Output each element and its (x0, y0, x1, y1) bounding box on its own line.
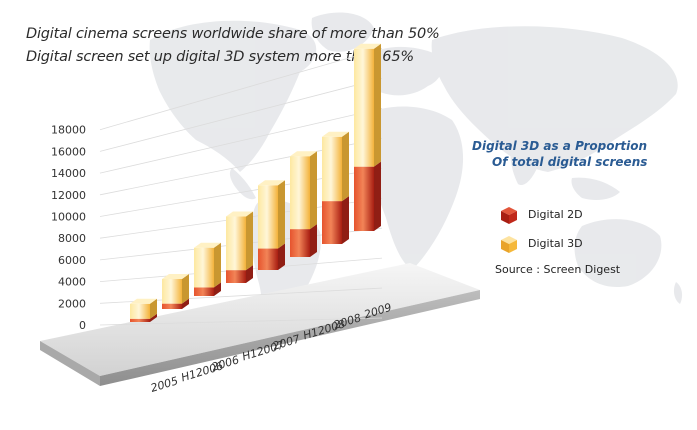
bar-digital-2d-side (214, 282, 221, 296)
bar-digital-3d-front (130, 303, 150, 319)
bar-group-H12006 (162, 273, 189, 309)
bar-digital-2d-side (310, 224, 317, 257)
y-tick-label: 0 (79, 319, 86, 332)
headline-cinema-share: Digital cinema screens worldwide share o… (26, 26, 440, 42)
bar-digital-3d-side (342, 131, 349, 202)
source-note: Source : Screen Digest (495, 263, 621, 276)
gridline (99, 48, 383, 131)
bar-digital-2d-front (194, 287, 214, 296)
bar-digital-3d-top (162, 273, 189, 279)
bar-digital-3d-side (150, 298, 157, 319)
bar-group-H12008 (290, 151, 317, 257)
headline-3d-share: Digital screen set up digital 3D system … (26, 49, 414, 65)
bar-digital-3d-front (226, 216, 246, 271)
y-tick-label: 10000 (51, 211, 86, 224)
cube-red-icon (501, 207, 517, 224)
y-axis-ticks: 0 2000 4000 6000 8000 10000 12000 14000 16000 180… (51, 124, 86, 332)
y-tick-label: 4000 (58, 276, 86, 289)
bar-digital-3d-side (278, 180, 285, 249)
bar-digital-3d-front (162, 278, 182, 304)
gridline (99, 107, 383, 174)
y-tick-label: 8000 (58, 232, 86, 245)
bar-digital-2d-front (226, 270, 246, 283)
chart-floor (40, 263, 480, 386)
bar-digital-3d-side (214, 242, 221, 288)
bar-digital-3d-top (258, 180, 285, 186)
bar-digital-3d-front (322, 136, 342, 202)
y-tick-label: 2000 (58, 297, 86, 310)
bar-digital-3d-top (354, 43, 381, 49)
bar-digital-2d-front (290, 229, 310, 257)
bar-group-2005 (130, 298, 157, 322)
bar-digital-2d-side (246, 265, 253, 283)
bar-group-2006 (194, 242, 221, 296)
bar-digital-3d-front (194, 247, 214, 288)
bar-group-2008 (322, 131, 349, 244)
bar-digital-2d-side (182, 298, 189, 309)
floor-front-edge (100, 290, 480, 386)
x-tick-label: 2005 (149, 374, 180, 395)
legend-label-digital-3d: Digital 3D (528, 237, 583, 250)
bar-digital-3d-side (310, 151, 317, 230)
cube-gold-icon (501, 236, 517, 253)
bar-group-2009 (354, 43, 381, 231)
gridline (99, 78, 383, 152)
legend-label-digital-2d: Digital 2D (528, 208, 583, 221)
bar-digital-2d-side (342, 196, 349, 244)
bar-digital-2d-front (258, 248, 278, 270)
bar-digital-2d-side (150, 313, 157, 322)
y-tick-label: 18000 (51, 124, 86, 137)
bar-digital-3d-top (322, 131, 349, 137)
bar-group-2007 (258, 180, 285, 270)
y-tick-label: 14000 (51, 167, 86, 180)
bar-digital-2d-side (374, 161, 381, 231)
bar-digital-2d-side (278, 243, 285, 270)
y-tick-label: 6000 (58, 254, 86, 267)
y-tick-label: 16000 (51, 145, 86, 158)
floor-top (40, 263, 480, 376)
bar-digital-3d-top (194, 242, 221, 248)
bar-digital-3d-side (374, 43, 381, 167)
bar-digital-3d-front (290, 156, 310, 230)
chart-bars (130, 43, 381, 322)
legend-title-line-2: Of total digital screens (492, 155, 648, 169)
bar-digital-3d-side (182, 273, 189, 304)
bar-digital-2d-front (354, 166, 374, 231)
bar-digital-3d-top (226, 211, 253, 217)
floor-left-edge (40, 341, 100, 386)
bar-digital-2d-front (162, 303, 182, 309)
bar-digital-3d-front (258, 185, 278, 249)
bar-digital-3d-side (246, 211, 253, 271)
legend-title-line-1: Digital 3D as a Proportion (472, 139, 648, 153)
bar-digital-2d-front (322, 201, 342, 244)
bar-digital-3d-top (290, 151, 317, 157)
y-tick-label: 12000 (51, 189, 86, 202)
bar-group-H12007 (226, 211, 253, 283)
bar-digital-3d-top (130, 298, 157, 304)
bar-digital-2d-front (130, 318, 150, 322)
gridline (99, 317, 383, 326)
bar-digital-3d-front (354, 48, 374, 167)
